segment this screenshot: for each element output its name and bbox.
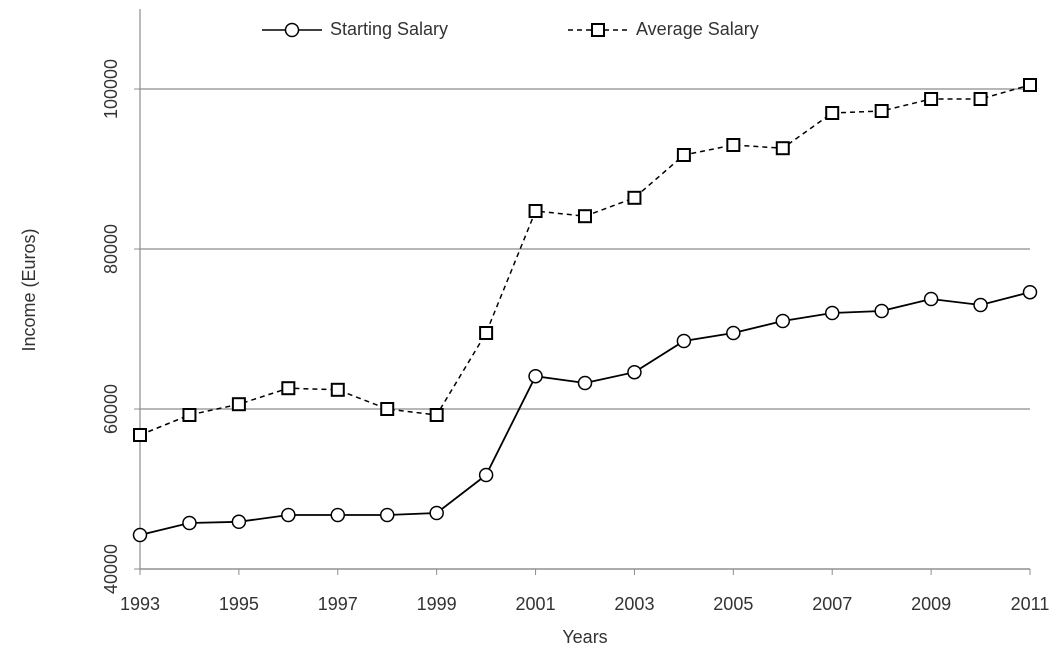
- x-tick-label: 1997: [318, 594, 358, 614]
- data-point: [281, 507, 296, 523]
- y-tick-label: 60000: [101, 384, 121, 434]
- data-point: [577, 375, 593, 391]
- x-tick-label: 1999: [417, 594, 457, 614]
- data-point: [478, 467, 494, 483]
- data-point: [825, 106, 840, 120]
- data-point: [627, 364, 642, 380]
- x-tick-label: 2011: [1011, 594, 1050, 614]
- data-point: [676, 148, 691, 162]
- data-point: [775, 141, 790, 156]
- data-point: [429, 408, 444, 422]
- legend-label: Starting Salary: [330, 19, 448, 39]
- x-tick-label: 2007: [812, 594, 852, 614]
- x-tick-label: 2009: [911, 594, 951, 614]
- y-tick-label: 100000: [101, 59, 121, 119]
- data-point: [528, 204, 543, 218]
- data-point: [676, 333, 692, 349]
- data-point: [1022, 284, 1038, 300]
- data-point: [874, 104, 889, 118]
- y-axis-label: Income (Euros): [19, 228, 39, 351]
- data-point: [726, 138, 741, 152]
- x-tick-label: 1993: [120, 594, 160, 614]
- data-point: [330, 507, 346, 523]
- x-tick-label: 2003: [614, 594, 654, 614]
- data-point: [627, 190, 642, 205]
- legend-marker: [591, 23, 605, 37]
- data-point: [1023, 78, 1037, 92]
- data-point: [973, 92, 988, 106]
- data-point: [973, 297, 988, 313]
- data-point: [775, 313, 791, 329]
- data-point: [874, 303, 889, 319]
- data-point: [528, 368, 543, 384]
- x-tick-label: 2001: [516, 594, 556, 614]
- data-point: [924, 92, 939, 106]
- x-axis-label: Years: [562, 627, 607, 647]
- data-point: [231, 397, 246, 412]
- legend-marker: [284, 22, 300, 38]
- y-tick-label: 40000: [101, 544, 121, 594]
- data-point: [231, 514, 247, 530]
- legend-label: Average Salary: [636, 19, 759, 39]
- data-point: [726, 325, 741, 341]
- y-tick-label: 80000: [101, 224, 121, 274]
- data-point: [182, 408, 197, 422]
- series-line: [139, 291, 1031, 536]
- x-tick-label: 1995: [219, 594, 259, 614]
- data-point: [133, 428, 147, 442]
- data-point: [824, 305, 840, 321]
- data-point: [281, 381, 296, 396]
- data-point: [380, 402, 395, 416]
- data-point: [182, 515, 197, 531]
- x-tick-label: 2005: [713, 594, 753, 614]
- data-point: [132, 527, 148, 543]
- data-point: [479, 326, 494, 340]
- data-point: [379, 507, 395, 523]
- data-point: [429, 505, 444, 521]
- data-point: [330, 382, 345, 397]
- data-point: [923, 291, 939, 307]
- data-point: [578, 209, 592, 224]
